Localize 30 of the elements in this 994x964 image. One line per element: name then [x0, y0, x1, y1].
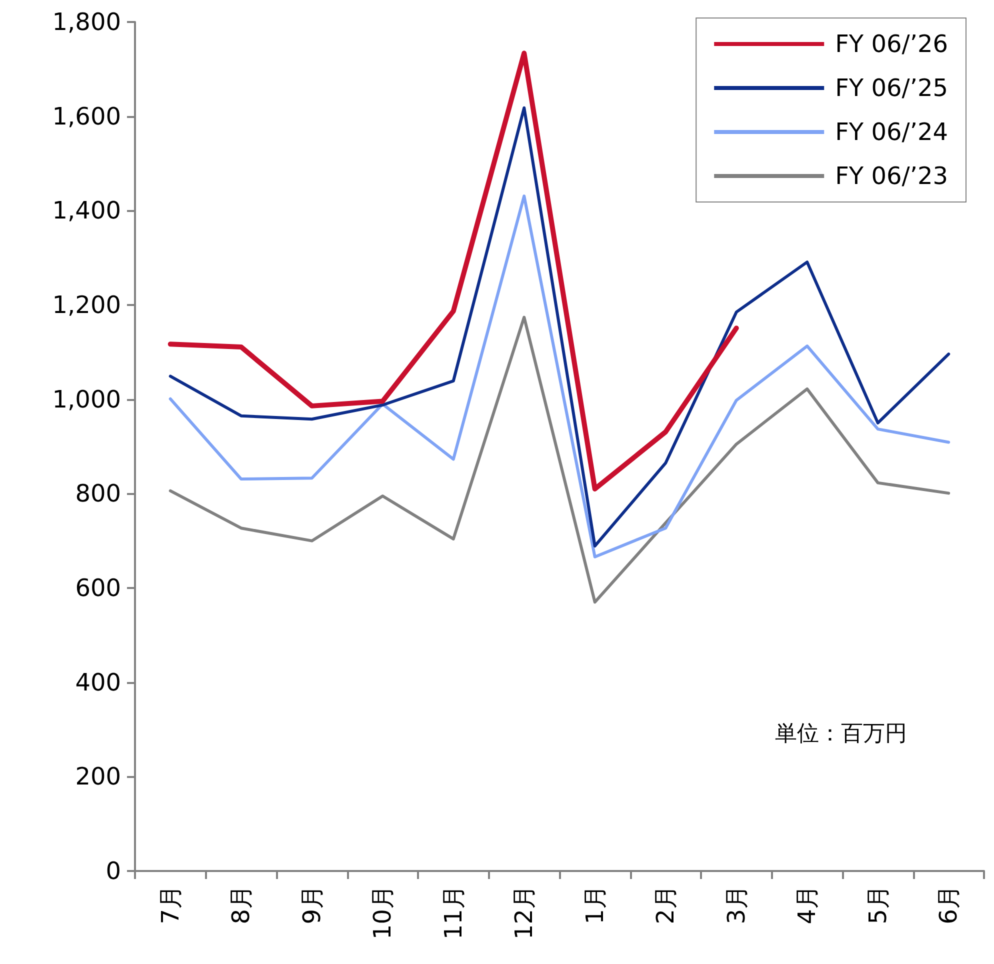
y-tick-label: 1,200 — [52, 291, 121, 319]
legend-label: FY 06/’26 — [835, 30, 948, 58]
x-tick-label: 8月 — [227, 885, 256, 924]
x-tick-label: 6月 — [934, 885, 963, 924]
y-tick-label: 400 — [75, 668, 121, 696]
y-tick-label: 1,600 — [52, 102, 121, 130]
x-tick-label: 4月 — [793, 885, 822, 924]
line-series — [168, 106, 950, 548]
legend-label: FY 06/’25 — [835, 74, 948, 102]
y-tick-label: 800 — [75, 480, 121, 508]
line-series — [168, 316, 950, 604]
x-tick-label: 12月 — [510, 885, 538, 940]
legend-label: FY 06/’23 — [835, 162, 948, 190]
x-tick-label: 5月 — [864, 885, 892, 924]
x-tick-label: 11月 — [439, 885, 468, 940]
x-tick-label: 2月 — [652, 885, 680, 924]
y-tick-label: 1,000 — [52, 385, 121, 414]
y-tick-label: 600 — [75, 574, 121, 602]
y-tick-label: 0 — [106, 857, 121, 885]
x-tick-label: 1月 — [580, 885, 609, 924]
y-tick-label: 1,800 — [52, 8, 121, 36]
x-tick-label: 3月 — [722, 885, 750, 924]
annotation: 単位：百万円 — [775, 722, 907, 746]
y-tick-label: 200 — [75, 762, 121, 791]
y-tick-label: 1,400 — [52, 196, 121, 225]
line-series — [168, 194, 950, 558]
x-tick-label: 10月 — [368, 885, 397, 940]
x-tick-label: 9月 — [298, 885, 326, 924]
legend-label: FY 06/’24 — [835, 118, 948, 146]
x-tick-label: 7月 — [156, 885, 184, 924]
